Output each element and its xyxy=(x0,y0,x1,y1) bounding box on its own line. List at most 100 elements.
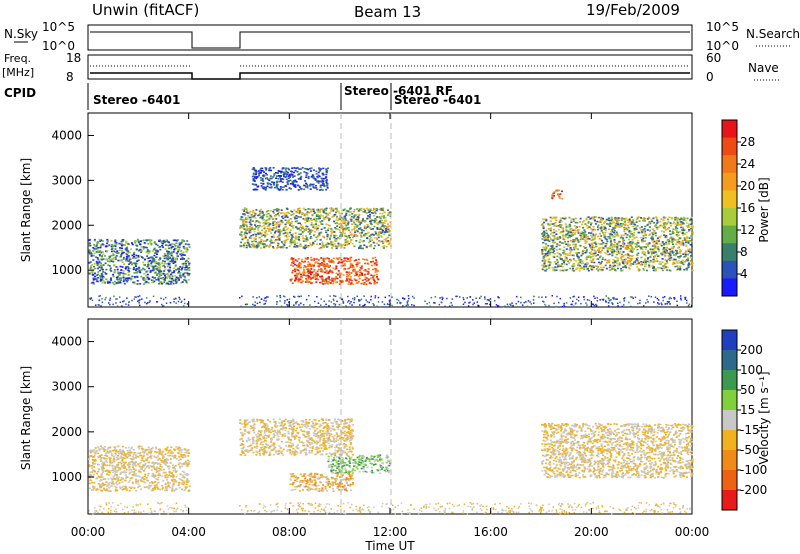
data-cell xyxy=(582,231,585,234)
data-cell xyxy=(360,209,363,212)
data-cell xyxy=(507,305,509,308)
data-cell xyxy=(307,280,309,283)
data-cell xyxy=(352,266,355,268)
data-cell xyxy=(305,227,308,230)
data-cell xyxy=(292,181,295,184)
data-cell xyxy=(661,258,664,260)
data-cell xyxy=(276,239,279,241)
data-cell xyxy=(661,252,664,255)
data-cell xyxy=(567,230,570,233)
data-cell xyxy=(166,273,169,275)
data-cell xyxy=(654,232,657,234)
data-cell xyxy=(249,219,252,221)
data-cell xyxy=(355,263,358,266)
data-cell xyxy=(317,224,320,227)
data-cell xyxy=(100,272,103,275)
data-cell xyxy=(684,251,687,254)
data-cell xyxy=(345,214,348,216)
data-cell xyxy=(254,224,257,226)
data-cell xyxy=(617,252,620,255)
data-cell xyxy=(287,211,289,214)
data-cell xyxy=(593,261,596,264)
data-cell xyxy=(339,257,342,259)
data-cell xyxy=(346,276,349,278)
data-cell xyxy=(291,269,294,272)
data-cell xyxy=(295,268,298,270)
data-cell xyxy=(258,241,261,244)
data-cell xyxy=(628,268,631,270)
data-cell xyxy=(659,261,662,263)
data-cell xyxy=(98,295,100,297)
data-cell xyxy=(652,252,655,254)
data-cell xyxy=(306,214,309,216)
cpid-panel: CPID Stereo -6401 Stereo -6401 RF Stereo… xyxy=(4,83,481,110)
data-cell xyxy=(321,275,324,277)
data-cell xyxy=(571,269,574,272)
data-cell xyxy=(304,221,307,224)
data-cell xyxy=(294,279,296,282)
data-cell xyxy=(385,240,388,242)
data-cell xyxy=(268,186,271,189)
data-cell xyxy=(344,219,347,221)
data-cell xyxy=(577,259,580,261)
data-cell xyxy=(389,240,392,242)
data-cell xyxy=(604,227,607,230)
data-cell xyxy=(277,229,280,231)
data-cell xyxy=(253,183,256,186)
data-cell xyxy=(608,261,610,263)
data-cell xyxy=(112,273,115,276)
data-cell xyxy=(273,174,276,177)
data-cell xyxy=(384,296,386,299)
data-cell xyxy=(667,242,670,244)
data-cell xyxy=(654,247,657,249)
data-cell xyxy=(675,253,678,255)
data-cell xyxy=(272,226,275,229)
data-cell xyxy=(368,282,371,284)
data-cell xyxy=(184,243,187,245)
data-cell xyxy=(274,230,277,233)
data-cell xyxy=(617,221,620,224)
data-cell xyxy=(298,238,300,241)
data-cell xyxy=(357,220,360,222)
data-cell xyxy=(568,252,571,254)
data-cell xyxy=(276,303,278,305)
data-cell xyxy=(563,259,566,262)
data-cell xyxy=(306,185,309,187)
data-cell xyxy=(359,304,361,306)
data-cell xyxy=(95,245,98,248)
data-cell xyxy=(568,223,571,226)
data-cell xyxy=(317,182,320,184)
data-cell xyxy=(558,197,561,199)
data-cell xyxy=(602,299,605,301)
data-cell xyxy=(289,221,292,224)
data-cell xyxy=(595,305,598,307)
data-cell xyxy=(321,276,324,279)
data-cell xyxy=(583,232,586,235)
data-cell xyxy=(609,218,612,221)
data-cell xyxy=(585,265,588,268)
data-cell xyxy=(294,270,297,273)
data-cell xyxy=(261,179,264,181)
data-cell xyxy=(358,208,361,211)
data-cell xyxy=(171,252,174,254)
data-cell xyxy=(169,277,172,279)
data-cell xyxy=(145,281,148,283)
data-cell xyxy=(239,218,242,221)
data-cell xyxy=(592,234,595,236)
data-cell xyxy=(143,242,146,244)
data-cell xyxy=(270,186,273,188)
data-cell xyxy=(244,232,247,234)
data-cell xyxy=(262,214,265,216)
data-cell xyxy=(164,279,166,282)
data-cell xyxy=(263,175,266,177)
data-cell xyxy=(551,295,553,297)
data-cell xyxy=(557,264,559,266)
data-cell xyxy=(599,226,601,229)
data-cell xyxy=(321,172,324,175)
data-cell xyxy=(573,263,576,265)
data-cell xyxy=(309,281,312,283)
data-cell xyxy=(98,262,101,264)
data-cell xyxy=(275,172,277,174)
data-cell xyxy=(316,243,318,246)
data-cell xyxy=(613,229,616,232)
